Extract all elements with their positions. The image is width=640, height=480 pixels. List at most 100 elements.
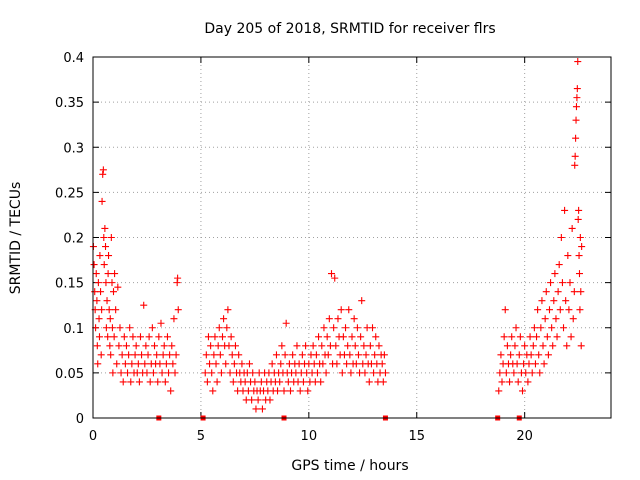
data-point (277, 360, 285, 368)
data-point (528, 369, 536, 377)
data-point (171, 369, 179, 377)
data-point (564, 252, 572, 260)
data-point (362, 351, 370, 359)
data-point (575, 270, 583, 278)
data-point (102, 279, 110, 287)
data-point (142, 342, 150, 350)
data-point (168, 342, 176, 350)
data-point (318, 342, 326, 350)
data-point (515, 351, 523, 359)
data-point (556, 306, 564, 314)
data-point (516, 333, 524, 341)
data-point (333, 360, 341, 368)
data-point (522, 369, 530, 377)
data-point (561, 206, 569, 214)
y-tick-label: 0.15 (55, 277, 84, 292)
data-point (169, 360, 177, 368)
data-point (208, 369, 216, 377)
data-point (106, 315, 114, 323)
data-point (229, 378, 237, 386)
data-point (320, 324, 328, 332)
data-point (577, 342, 585, 350)
data-point (558, 279, 566, 287)
data-point (372, 333, 380, 341)
data-point (560, 324, 568, 332)
data-point (149, 369, 157, 377)
data-point (129, 333, 137, 341)
data-point (506, 378, 514, 386)
grid (93, 57, 611, 418)
data-point (151, 342, 159, 350)
x-tick-label: 0 (89, 429, 97, 444)
data-point (332, 342, 340, 350)
data-point (282, 319, 290, 327)
data-point (342, 324, 350, 332)
data-point (375, 342, 383, 350)
data-point (172, 351, 180, 359)
data-point (524, 378, 532, 386)
data-point (350, 315, 358, 323)
data-point (96, 252, 104, 260)
data-point (571, 161, 579, 169)
data-point (157, 319, 165, 327)
data-point (296, 387, 304, 395)
data-point (209, 387, 217, 395)
data-point (278, 342, 286, 350)
data-point (555, 261, 563, 269)
data-point (571, 152, 579, 160)
data-point (104, 333, 112, 341)
data-point (95, 333, 103, 341)
data-point (211, 333, 219, 341)
data-point (319, 360, 327, 368)
data-point (547, 279, 555, 287)
data-point (541, 315, 549, 323)
data-point (289, 351, 297, 359)
data-point (154, 378, 162, 386)
data-point (536, 369, 544, 377)
data-point (266, 396, 274, 404)
data-point (576, 306, 584, 314)
data-point (238, 360, 246, 368)
data-point (572, 116, 580, 124)
data-point (519, 387, 527, 395)
data-point (510, 369, 518, 377)
data-point (554, 288, 562, 296)
data-point (210, 351, 218, 359)
data-point (141, 360, 149, 368)
data-point (312, 351, 320, 359)
data-point (537, 324, 545, 332)
data-point (143, 369, 151, 377)
data-point (343, 360, 351, 368)
data-point (107, 351, 115, 359)
data-point (140, 301, 148, 309)
data-point (575, 206, 583, 214)
data-point (204, 333, 212, 341)
data-point (371, 351, 379, 359)
data-point (539, 342, 547, 350)
data-point (170, 315, 178, 323)
data-point (280, 387, 288, 395)
x-axis-label: GPS time / hours (291, 458, 408, 474)
data-point (159, 351, 167, 359)
data-point (174, 274, 182, 282)
data-point (526, 333, 534, 341)
data-point (105, 306, 113, 314)
data-point (562, 297, 570, 305)
data-point (104, 270, 112, 278)
data-point (248, 396, 256, 404)
data-point (153, 351, 161, 359)
data-point (124, 369, 132, 377)
data-point (497, 351, 505, 359)
data-point (122, 342, 130, 350)
data-point (380, 351, 388, 359)
data-point (330, 324, 338, 332)
data-point (365, 378, 373, 386)
data-point (503, 342, 511, 350)
data-point (158, 369, 166, 377)
data-point (113, 360, 121, 368)
data-point (574, 58, 582, 66)
data-point (118, 351, 126, 359)
y-tick-label: 0 (76, 412, 84, 427)
data-point (569, 315, 577, 323)
data-point (511, 342, 519, 350)
